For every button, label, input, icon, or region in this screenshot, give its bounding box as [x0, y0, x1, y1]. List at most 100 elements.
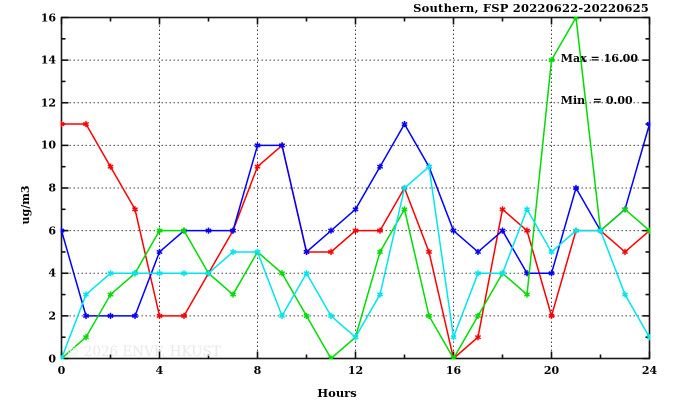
series-green-marker	[327, 355, 335, 360]
y-tick-label: 16	[40, 11, 56, 24]
series-cyan-marker	[597, 227, 604, 234]
y-tick-label: 4	[48, 266, 56, 280]
axis-ticks	[60, 16, 651, 360]
marker-stroke	[450, 334, 457, 340]
series-cyan-marker	[131, 270, 139, 277]
marker-stroke	[205, 228, 212, 233]
marker-stroke	[82, 334, 90, 340]
chart-title: Southern, FSP 20220622-20220625	[413, 1, 649, 15]
series-green-marker	[180, 227, 188, 234]
y-tick-label: 10	[40, 138, 56, 152]
x-axis-title: Hours	[317, 386, 357, 400]
marker-stroke	[401, 121, 408, 127]
marker-stroke	[646, 335, 651, 340]
series-group	[60, 16, 651, 360]
series-blue-marker	[572, 184, 580, 192]
series-blue-marker	[548, 270, 555, 277]
series-cyan-marker	[107, 270, 114, 277]
series-red-marker	[107, 163, 114, 170]
marker-stroke	[131, 207, 139, 212]
series-cyan-marker	[450, 334, 457, 341]
series-green-marker	[621, 206, 629, 213]
series-blue-marker	[254, 142, 261, 149]
series-green-marker	[401, 206, 408, 213]
series-blue-marker	[327, 227, 335, 234]
marker-stroke	[376, 249, 384, 255]
series-blue-marker	[60, 227, 65, 234]
series-blue-marker	[352, 206, 359, 213]
marker-stroke	[278, 143, 286, 148]
marker-stroke	[303, 271, 310, 276]
series-green-marker	[425, 312, 433, 319]
series-cyan-marker	[474, 270, 482, 277]
marker-stroke	[82, 121, 90, 127]
min-stat-label: Min =	[560, 94, 603, 107]
series-cyan	[60, 163, 651, 360]
series-green-marker	[156, 227, 163, 234]
marker-stroke	[278, 313, 286, 319]
series-green-marker	[450, 355, 457, 360]
series-cyan-marker	[303, 270, 310, 277]
series-cyan-marker	[499, 270, 506, 277]
series-cyan-marker	[327, 312, 335, 319]
marker-stroke	[254, 143, 261, 148]
marker-stroke	[621, 249, 629, 255]
series-blue-marker	[278, 142, 286, 149]
marker-stroke	[229, 292, 237, 297]
y-tick-label: 0	[48, 352, 56, 365]
series-green-marker	[646, 227, 651, 234]
series-cyan-marker	[278, 312, 286, 319]
marker-stroke	[205, 271, 212, 276]
series-red-marker	[621, 248, 629, 256]
marker-stroke	[229, 228, 237, 233]
y-tick-label: 8	[48, 181, 56, 195]
x-tick-label: 20	[543, 364, 560, 377]
marker-stroke	[180, 228, 188, 233]
marker-stroke	[523, 292, 531, 297]
marker-stroke	[548, 271, 555, 276]
y-tick-label: 14	[40, 53, 56, 67]
series-red-marker	[131, 206, 139, 213]
series-blue-marker	[450, 227, 457, 234]
marker-stroke	[254, 164, 261, 169]
marker-stroke	[474, 249, 482, 255]
marker-stroke	[254, 249, 261, 255]
marker-stroke	[597, 228, 604, 233]
marker-stroke	[180, 313, 188, 319]
series-blue-marker	[205, 227, 212, 234]
series-cyan-marker	[205, 270, 212, 277]
series-blue-marker	[474, 248, 482, 256]
marker-stroke	[82, 313, 90, 319]
series-blue-line	[60, 122, 651, 317]
series-cyan-marker	[621, 291, 629, 298]
marker-stroke	[523, 207, 531, 212]
marker-stroke	[401, 185, 408, 191]
series-blue-marker	[646, 120, 651, 128]
marker-stroke	[352, 334, 359, 340]
marker-stroke	[278, 271, 286, 276]
marker-stroke	[450, 228, 457, 233]
series-cyan-marker	[572, 227, 580, 234]
series-cyan-marker	[352, 334, 359, 341]
series-red-marker	[180, 312, 188, 319]
series-blue-marker	[156, 248, 163, 256]
marker-stroke	[572, 16, 580, 20]
min-stat-value: 0.00	[605, 94, 633, 107]
series-cyan-marker	[60, 355, 65, 360]
series-cyan-marker	[646, 334, 651, 341]
series-red-marker	[254, 163, 261, 170]
series-blue-marker	[499, 227, 506, 234]
marker-stroke	[401, 207, 408, 212]
y-tick-label: 2	[48, 309, 56, 323]
marker-stroke	[474, 313, 482, 319]
marker-stroke	[425, 249, 433, 255]
series-cyan-marker	[376, 291, 384, 298]
marker-stroke	[499, 228, 506, 233]
marker-stroke	[60, 121, 65, 126]
x-tick-label: 16	[445, 364, 462, 377]
series-blue-marker	[82, 312, 90, 319]
marker-stroke	[180, 271, 188, 276]
series-blue-marker	[401, 120, 408, 128]
